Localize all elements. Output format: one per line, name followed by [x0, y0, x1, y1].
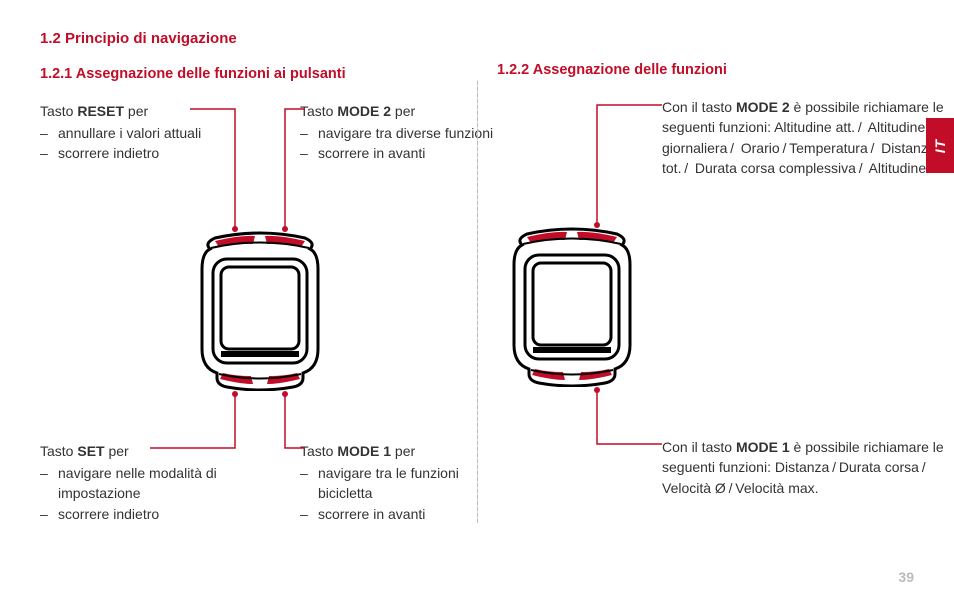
- diagram-left: Tasto RESET per –annullare i valori attu…: [40, 101, 457, 536]
- subsection-heading-right: 1.2.2 Assegnazione delle funzioni: [497, 60, 914, 81]
- column-separator: [477, 80, 478, 523]
- device-illustration-right: [507, 227, 637, 387]
- page-number: 39: [898, 567, 914, 587]
- device-illustration-left: [195, 231, 325, 391]
- language-tab: IT: [926, 118, 954, 173]
- diagram-right: Con il tasto MODE 2 è possibile richiama…: [497, 97, 914, 532]
- section-heading: 1.2 Principio di navigazione: [40, 28, 457, 50]
- subsection-heading-left: 1.2.1 Assegnazione delle funzioni ai pul…: [40, 64, 457, 85]
